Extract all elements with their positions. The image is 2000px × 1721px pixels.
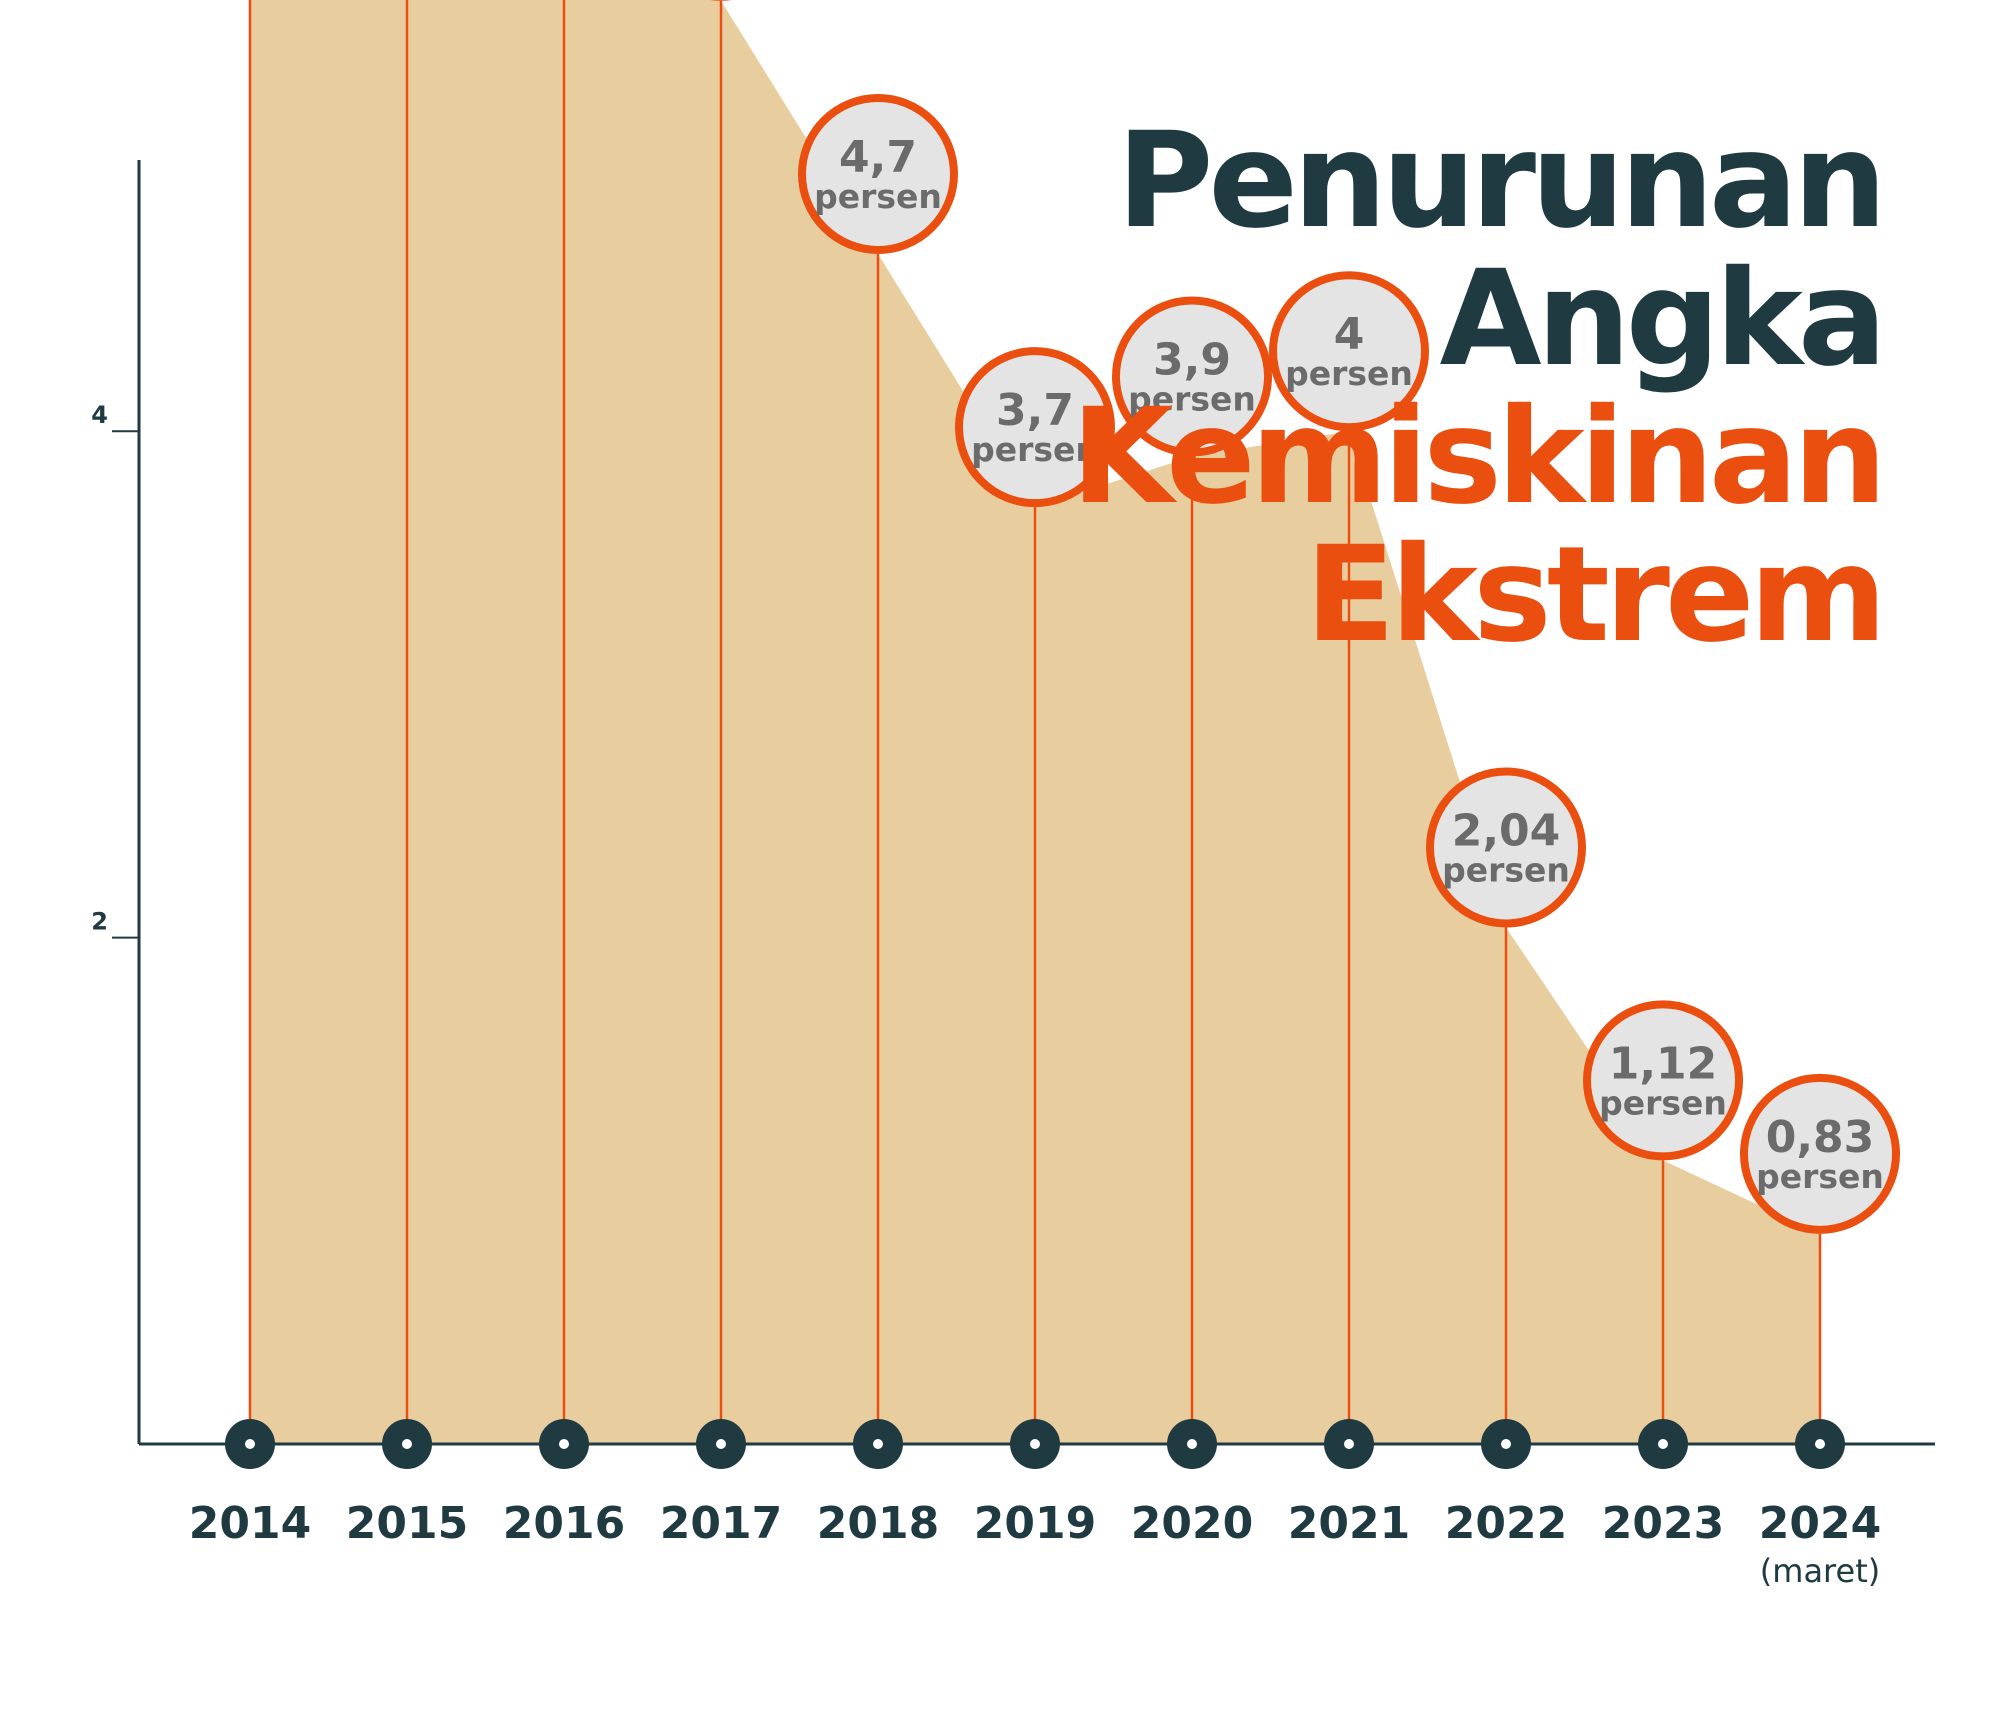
bubble-circle <box>1740 1073 1900 1234</box>
x-tick-label: 2020 <box>1131 1498 1253 1549</box>
title-line-2: Angka <box>1439 242 1887 396</box>
year-marker-center <box>1658 1439 1668 1449</box>
bubble-value-label: 3,9 <box>1153 335 1231 386</box>
year-marker-center <box>1501 1439 1511 1449</box>
bubble-unit-label: persen <box>1442 850 1570 889</box>
bubble-circle <box>1426 767 1586 928</box>
year-marker-center <box>402 1439 412 1449</box>
bubble-value-label: 4,7 <box>839 132 917 183</box>
x-tick-label: 2017 <box>660 1498 782 1549</box>
y-ticks: 246810 <box>91 401 139 939</box>
bubble-circle <box>1112 296 1272 457</box>
x-tick-label: 2021 <box>1288 1498 1410 1549</box>
x-tick-labels: 2014 2015 2016 2017 2018 2019 2020 2021 2022 2023… <box>189 1498 1881 1590</box>
x-tick-label: 2023 <box>1602 1498 1724 1549</box>
bubble-unit-label: persen <box>1756 1157 1884 1196</box>
bubble-unit-label: persen <box>814 177 942 216</box>
year-marker-center <box>559 1439 569 1449</box>
year-marker-center <box>1030 1439 1040 1449</box>
year-marker-center <box>1187 1439 1197 1449</box>
value-stems <box>248 0 1822 1444</box>
bubble-value-label: 4 <box>1334 309 1365 360</box>
title-line-3: Kemiskinan <box>1071 380 1887 534</box>
x-tick-sublabel: (maret) <box>1760 1552 1880 1590</box>
year-marker-center <box>873 1439 883 1449</box>
bubble-circle <box>955 347 1115 508</box>
bubble-value-label: 3,7 <box>996 385 1074 436</box>
x-tick-label: 2015 <box>346 1498 468 1549</box>
bubble-value-label: 2,04 <box>1452 805 1561 856</box>
x-tick-label: 2016 <box>503 1498 625 1549</box>
x-tick-label: 2019 <box>974 1498 1096 1549</box>
bubble-unit-label: persen <box>971 430 1099 469</box>
bubble-circle <box>1269 271 1429 432</box>
year-marker-center <box>1344 1439 1354 1449</box>
title-line-4: Ekstrem <box>1305 518 1887 672</box>
bubble-value-label: 0,83 <box>1766 1112 1875 1163</box>
year-markers <box>225 1419 1845 1469</box>
y-tick-label: 4 <box>91 401 108 429</box>
bubble-unit-label: persen <box>1128 380 1256 419</box>
chart-title: Penurunan Angka Kemiskinan Ekstrem <box>882 104 1887 672</box>
title-line-1: Penurunan <box>1116 104 1887 258</box>
bubble-unit-label: persen <box>1285 354 1413 393</box>
y-tick-label: 2 <box>91 908 108 936</box>
bubble-unit-label: persen <box>1599 1083 1727 1122</box>
x-tick-label: 2022 <box>1445 1498 1567 1549</box>
x-tick-label: 2024 <box>1759 1498 1881 1549</box>
year-marker-center <box>716 1439 726 1449</box>
x-tick-label: 2018 <box>817 1498 939 1549</box>
bubble-circle <box>1583 1000 1743 1161</box>
value-bubbles: 7,9persen7,2persen6,5persen5,7persen4,7p… <box>710 0 1900 1234</box>
year-marker-center <box>245 1439 255 1449</box>
year-marker-center <box>1815 1439 1825 1449</box>
x-tick-label: 2014 <box>189 1498 311 1549</box>
bubble-circle <box>798 93 958 254</box>
bubble-value-label: 1,12 <box>1609 1038 1718 1089</box>
